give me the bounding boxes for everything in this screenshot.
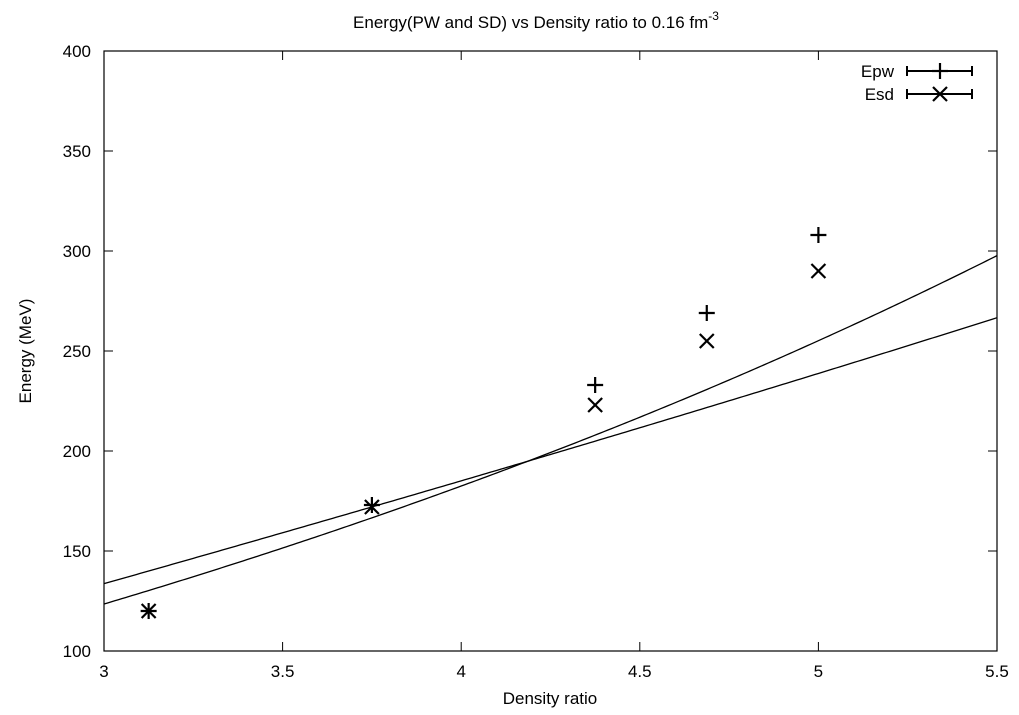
chart-title-main: Energy(PW and SD) vs Density ratio to 0.… — [353, 13, 708, 32]
legend-marker-epw — [932, 63, 948, 79]
x-tick-label: 3.5 — [271, 662, 295, 681]
x-tick-label: 5.5 — [985, 662, 1009, 681]
marker-stroke — [932, 86, 948, 102]
data-point-esd — [810, 263, 827, 279]
fit-curve-esd — [103, 317, 998, 585]
legend: Epw Esd — [861, 62, 973, 104]
x-tick-label: 3 — [99, 662, 108, 681]
marker-stroke — [364, 499, 380, 515]
fit-curve-epw — [103, 255, 998, 605]
marker-stroke — [587, 397, 603, 413]
legend-marker-esd — [932, 86, 948, 102]
chart-title-superscript: -3 — [708, 9, 719, 23]
y-tick-label: 150 — [63, 542, 91, 561]
y-axis-title: Energy (MeV) — [16, 299, 35, 404]
data-point-epw — [810, 227, 827, 243]
y-tick-label: 100 — [63, 642, 91, 661]
data-point-esd — [587, 397, 603, 413]
x-tick-label: 5 — [814, 662, 823, 681]
y-tick-label: 200 — [63, 442, 91, 461]
data-point-epw — [363, 497, 380, 513]
x-tick-label: 4.5 — [628, 662, 652, 681]
x-axis-title: Density ratio — [503, 689, 597, 708]
marker-stroke — [698, 333, 715, 349]
axis-ticks: 3 3.5 4 4.5 5 5.5 100 150 200 250 300 350 400 — [63, 42, 1009, 681]
data-point-esd — [140, 603, 157, 619]
data-point-esd — [364, 499, 380, 515]
y-tick-label: 250 — [63, 342, 91, 361]
data-markers — [140, 227, 827, 619]
data-point-epw — [698, 305, 715, 321]
data-point-epw — [587, 377, 604, 393]
y-tick-label: 400 — [63, 42, 91, 61]
data-point-esd — [698, 333, 715, 349]
marker-stroke — [810, 263, 827, 279]
chart-title: Energy(PW and SD) vs Density ratio to 0.… — [353, 9, 719, 32]
legend-label-epw: Epw — [861, 62, 895, 81]
y-tick-label: 300 — [63, 242, 91, 261]
x-tick-label: 4 — [456, 662, 465, 681]
legend-label-esd: Esd — [865, 85, 894, 104]
plot-frame — [103, 50, 998, 652]
marker-stroke — [140, 603, 157, 619]
y-tick-label: 350 — [63, 142, 91, 161]
fit-curves — [103, 255, 998, 605]
